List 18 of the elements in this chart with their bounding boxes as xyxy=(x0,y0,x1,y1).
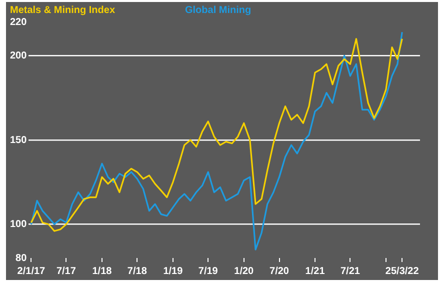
x-tick-label: 7/19 xyxy=(198,266,218,277)
x-tick-label: 1/21 xyxy=(305,266,326,277)
y-tick-label: 150 xyxy=(10,134,28,146)
x-tick-label: 25/3/22 xyxy=(385,266,420,277)
x-tick-label: 7/21 xyxy=(340,266,360,277)
x-tick-label: 7/18 xyxy=(127,266,148,277)
x-tick-label: 7/20 xyxy=(270,266,290,277)
text: Global Mining xyxy=(185,4,252,16)
x-tick-label: 2/1/17 xyxy=(17,266,46,277)
x-tick-label: 1/20 xyxy=(234,266,254,277)
y-tick-label: 100 xyxy=(10,219,28,230)
y-tick-label: 220 xyxy=(10,16,28,28)
x-tick-label: 1/18 xyxy=(92,266,112,277)
y-tick-label: 80 xyxy=(16,252,28,264)
y-tick-label: 200 xyxy=(10,50,28,62)
text: Metals & Mining Index xyxy=(10,4,116,16)
x-tick-label: 1/19 xyxy=(163,266,184,277)
x-tick-label: 7/17 xyxy=(56,266,76,277)
